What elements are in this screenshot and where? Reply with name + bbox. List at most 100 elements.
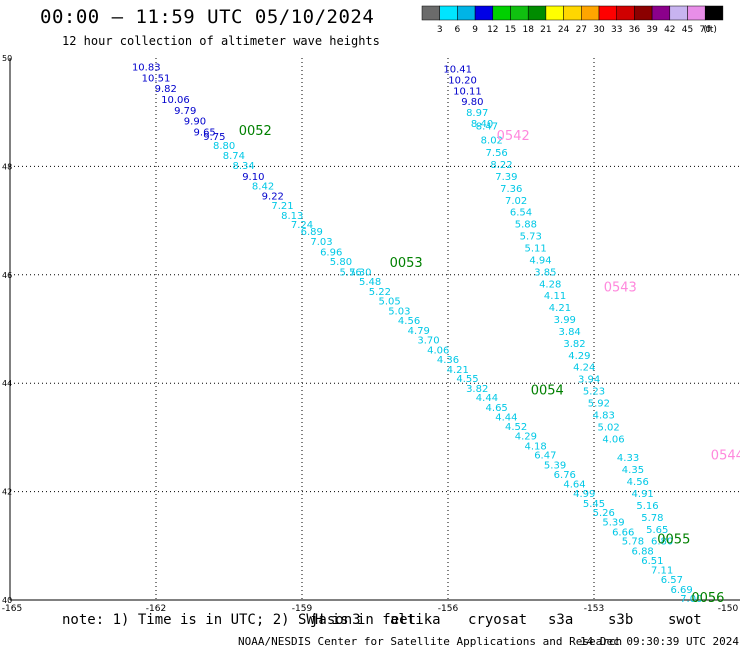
legend-label: 21 (540, 25, 551, 35)
wave-height-value: 7.00 (680, 594, 702, 605)
wave-height-value: 4.21 (447, 365, 469, 376)
lon-tick-label: -159 (292, 604, 313, 614)
wave-height-value: 4.56 (398, 316, 420, 327)
wave-height-value: 5.76 (340, 267, 362, 278)
wave-height-value: 10.20 (448, 75, 477, 86)
legend-swatch (704, 5, 724, 21)
pass-time-label: 0053 (390, 256, 423, 271)
lat-tick-label: 42 (2, 488, 12, 497)
wave-height-value: 6.76 (554, 470, 576, 481)
wave-height-value: 4.65 (486, 403, 508, 414)
wave-height-value: 8.42 (252, 182, 274, 193)
wave-height-value: 8.47 (476, 122, 498, 133)
wave-height-value: 6.51 (641, 556, 663, 567)
wave-height-value: 9.82 (155, 84, 177, 95)
wave-height-value: 8.40 (471, 119, 493, 130)
wave-height-value: 9.10 (242, 172, 264, 183)
pass-time-label: 0055 (657, 533, 690, 548)
wave-height-value: 10.83 (132, 62, 161, 73)
wave-height-value: 4.52 (505, 422, 527, 433)
pass-time-label: 0054 (531, 384, 564, 399)
wave-height-value: 7.03 (310, 237, 332, 248)
wave-height-value: 3.82 (563, 339, 585, 350)
wave-height-value: 4.29 (515, 432, 537, 443)
wave-height-value: 7.02 (505, 196, 527, 207)
legend-label: 6 (455, 25, 461, 35)
wave-height-value: 7.36 (500, 184, 522, 195)
wave-height-value: 5.78 (641, 513, 663, 524)
wave-height-value: 10.51 (142, 73, 171, 84)
lat-tick-label: 40 (2, 596, 12, 605)
wave-height-value: 6.47 (534, 451, 556, 462)
wave-height-value: 9.22 (262, 191, 284, 202)
wave-height-value: 4.64 (563, 479, 585, 490)
track-west: 10.8310.519.8210.069.799.909.659.758.808… (132, 62, 703, 605)
wave-height-value: 3.99 (554, 315, 576, 326)
wave-height-value: 6.88 (632, 546, 654, 557)
wave-height-value: 10.41 (443, 65, 472, 76)
wave-height-value: 5.16 (636, 501, 658, 512)
wave-height-value: 5.65 (646, 525, 668, 536)
footer-credit: NOAA/NESDIS Center for Satellite Applica… (238, 635, 623, 648)
legend-label: 18 (522, 25, 534, 35)
satellite-label-s3b: s3b (608, 612, 634, 628)
pass-time-label: 0544 (711, 449, 740, 464)
wave-height-value: 5.05 (378, 297, 400, 308)
wave-height-value: 4.33 (617, 453, 639, 464)
legend-label: 70 (699, 25, 711, 35)
wave-height-value: 5.45 (583, 499, 605, 510)
wave-height-value: 7.11 (651, 565, 673, 576)
wave-height-value: 5.39 (544, 460, 566, 471)
page-subtitle: 12 hour collection of altimeter wave hei… (62, 34, 380, 48)
lon-tick-label: -150 (718, 604, 739, 614)
legend-label: 24 (558, 25, 570, 35)
wave-height-value: 5.11 (524, 243, 546, 254)
pass-time-label: 0052 (239, 124, 272, 139)
wave-height-value: 3.70 (417, 336, 439, 347)
wave-height-value: 9.65 (194, 128, 216, 139)
color-legend: 3 6 9 12 15 18 21 24 27 30 33 36 39 42 45 70(ft) (421, 5, 724, 35)
wave-height-value: 4.44 (476, 393, 498, 404)
wave-height-value: 7.39 (495, 172, 517, 183)
lon-tick-label: -153 (584, 604, 604, 614)
wave-height-value: 9.79 (174, 106, 196, 117)
wave-height-value: 10.11 (453, 86, 482, 97)
wave-height-value: 4.36 (437, 355, 459, 366)
wave-height-value: 9.75 (203, 132, 225, 143)
wave-height-value: 4.29 (568, 351, 590, 362)
legend-label: 36 (629, 25, 641, 35)
legend-unit: (ft) (703, 25, 717, 35)
wave-height-value: 6.96 (320, 247, 342, 258)
satellite-label-jason3: jason3 (310, 612, 361, 628)
pass-time-label: 0542 (497, 129, 530, 144)
lon-tick-label: -156 (438, 604, 459, 614)
lat-tick-label: 44 (2, 379, 12, 388)
wave-height-value: 8.97 (466, 108, 488, 119)
wave-height-value: 8.22 (490, 160, 512, 171)
wave-height-value: 8.80 (213, 141, 235, 152)
wave-height-value: 10.06 (161, 95, 190, 106)
legend-label: 9 (472, 25, 478, 35)
wave-height-value: 8.74 (223, 151, 245, 162)
wave-height-value: 6.66 (612, 528, 634, 539)
wave-height-map: -165 -162 -159 -156 -153 -150 50 48 46 44 42 40 10.8… (2, 54, 740, 614)
wave-height-value: 8.02 (481, 136, 503, 147)
wave-height-value: 4.56 (627, 477, 649, 488)
wave-height-value: 5.92 (588, 399, 610, 410)
wave-height-value: 4.83 (593, 410, 615, 421)
wave-height-value: 6.80 (651, 537, 673, 548)
legend-label: 30 (593, 25, 605, 35)
lon-tick-label: -165 (2, 604, 22, 614)
wave-height-value: 6.54 (510, 208, 532, 219)
wave-height-value: 5.78 (622, 537, 644, 548)
footer-timestamp: 14 Dec 09:30:39 UTC 2024 (580, 635, 739, 648)
legend-label: 33 (611, 25, 622, 35)
wave-height-value: 5.22 (369, 287, 391, 298)
wave-height-value: 4.79 (408, 326, 430, 337)
wave-height-value: 9.90 (184, 117, 206, 128)
wave-height-value: 5.30 (349, 267, 371, 278)
satellite-label-swot: swot (668, 612, 702, 628)
wave-height-value: 6.57 (661, 575, 683, 586)
lat-tick-label: 48 (2, 162, 12, 171)
wave-height-value: 5.88 (515, 220, 537, 231)
